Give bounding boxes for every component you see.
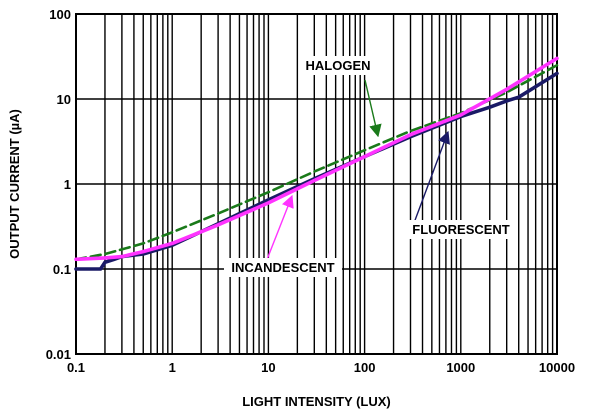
annotation-layer: HALOGEN FLUORESCENT INCANDESCENT — [224, 56, 516, 277]
annotation-arrow-incandescent — [265, 194, 294, 263]
annotation-bg — [406, 220, 516, 239]
annotation-fluorescent: FLUORESCENT — [406, 220, 516, 239]
y-axis-title: OUTPUT CURRENT (µA) — [7, 109, 22, 259]
x-axis-title: LIGHT INTENSITY (LUX) — [242, 394, 391, 409]
annotation-label: FLUORESCENT — [412, 222, 510, 237]
x-tick-label: 10000 — [539, 360, 575, 375]
x-tick-label: 100 — [354, 360, 376, 375]
annotation-bg — [301, 56, 375, 75]
series-line-fluorescent — [74, 71, 559, 271]
x-tick-label: 10 — [261, 360, 275, 375]
annotation-arrow-halogen — [364, 79, 382, 138]
series-layer — [74, 56, 559, 271]
x-tick-label: 0.1 — [67, 360, 85, 375]
y-tick-label: 10 — [57, 92, 71, 107]
annotation-halogen: HALOGEN — [301, 56, 375, 75]
plot-frame — [75, 13, 558, 355]
x-tick-label: 1000 — [446, 360, 475, 375]
x-tick-label: 1 — [169, 360, 176, 375]
y-tick-label: 0.1 — [53, 262, 71, 277]
y-tick-label: 100 — [49, 7, 71, 22]
annotation-incandescent: INCANDESCENT — [224, 258, 342, 277]
y-tick-label: 0.01 — [46, 347, 71, 362]
y-tick-label: 1 — [64, 177, 71, 192]
annotation-arrow-fluorescent — [410, 130, 450, 232]
series-line-incandescent — [74, 56, 559, 262]
grid-lines — [76, 14, 557, 354]
annotation-label: HALOGEN — [306, 58, 371, 73]
annotation-bg — [224, 258, 342, 277]
annotation-label: INCANDESCENT — [231, 260, 334, 275]
